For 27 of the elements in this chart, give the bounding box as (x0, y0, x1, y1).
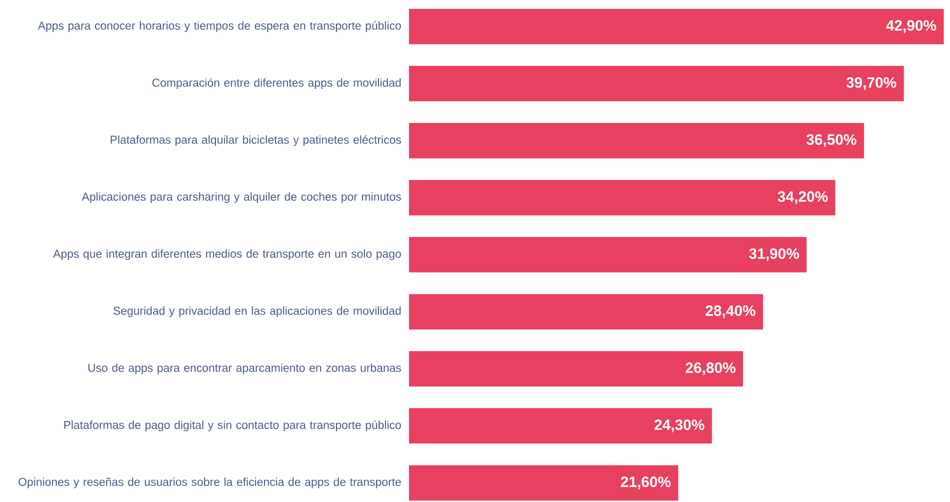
y-tick-label: Seguridad y privacidad en las aplicaciones de movilidad (113, 306, 401, 318)
y-tick-label: Apps que integran diferentes medios de transporte en un solo pago (53, 249, 401, 260)
bar (409, 294, 764, 330)
data-label: 31,90% (749, 248, 800, 262)
y-tick-label: Plataformas de pago digital y sin contacto para transporte público (64, 420, 401, 432)
bar (409, 351, 744, 386)
y-tick-label: Aplicaciones para carsharing y alquiler de coches por minutos (82, 192, 401, 204)
data-label: 39,70% (846, 77, 896, 90)
y-tick-label: Opiniones y reseñas de usuarios sobre la eficiencia de apps de transporte (18, 478, 401, 488)
y-tick-label: Comparación entre diferentes apps de movilidad (152, 78, 401, 89)
y-tick-label: Apps para conocer horarios y tiempos de espera en transporte público (38, 21, 401, 32)
bar (409, 122, 864, 158)
bar (409, 66, 904, 102)
data-label: 36,50% (806, 134, 856, 148)
bar (409, 180, 836, 216)
y-tick-label: Uso de apps para encontrar aparcamiento en zonas urbanas (88, 363, 401, 374)
data-label: 34,20% (778, 191, 828, 204)
bar (409, 408, 712, 444)
data-label: 28,40% (706, 305, 756, 318)
y-tick-label: Plataformas para alquilar bicicletas y patinetes eléctricos (110, 135, 402, 146)
data-label: 24,30% (654, 419, 704, 432)
data-label: 21,60% (620, 476, 671, 490)
data-label: 42,90% (886, 20, 936, 33)
data-label: 26,80% (686, 362, 736, 376)
bar (409, 8, 944, 44)
bar (409, 465, 678, 501)
bar (409, 237, 807, 272)
